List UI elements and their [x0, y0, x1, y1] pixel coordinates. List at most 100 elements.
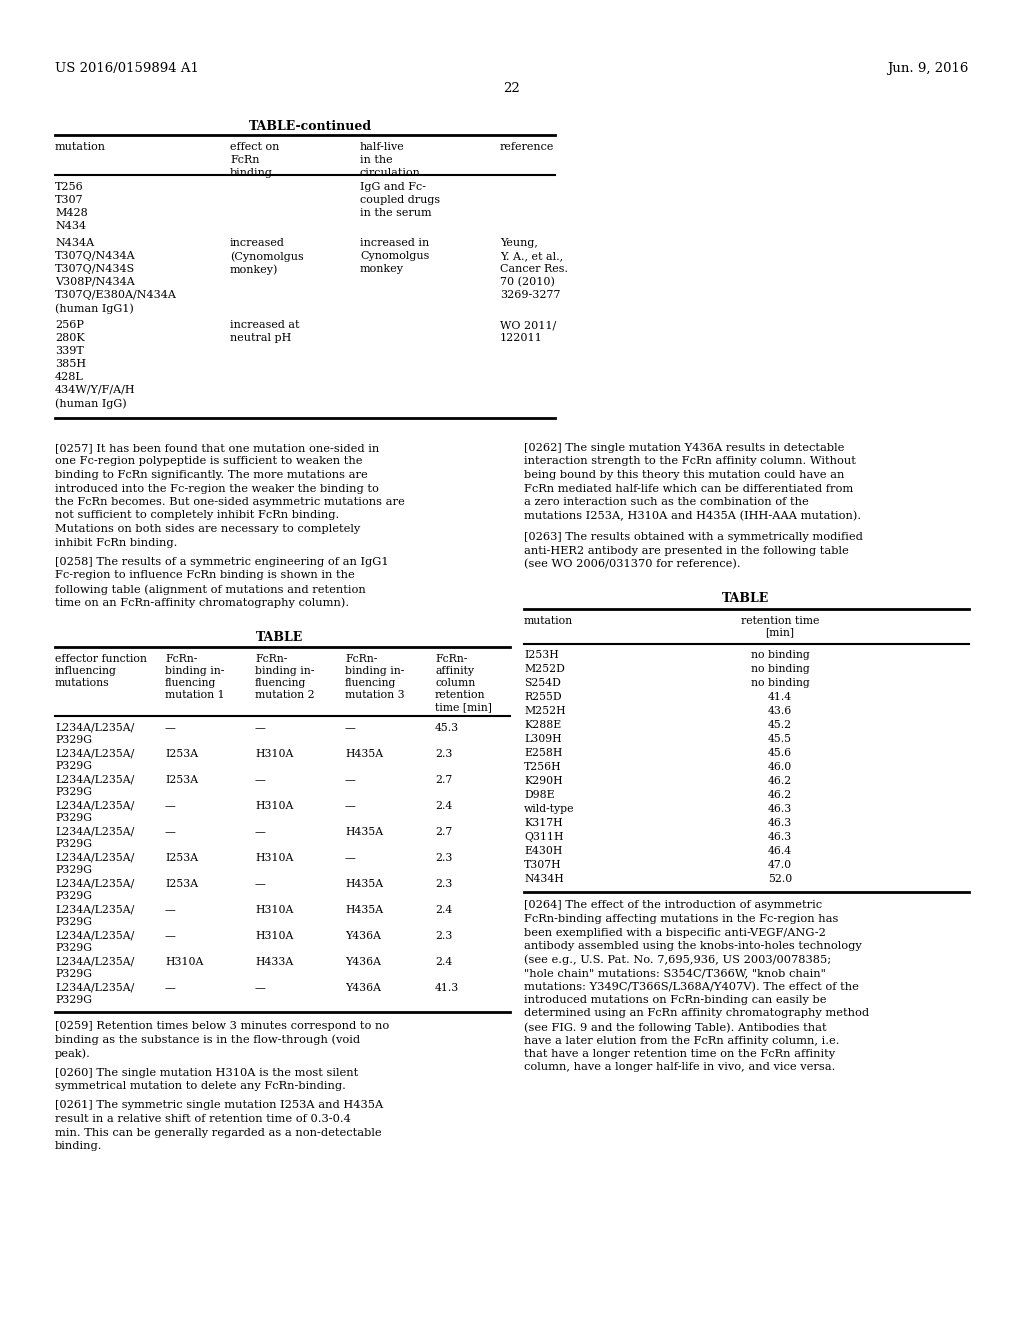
Text: time on an FcRn-affinity chromatography column).: time on an FcRn-affinity chromatography …	[55, 598, 349, 609]
Text: fluencing: fluencing	[345, 678, 396, 688]
Text: L234A/L235A/: L234A/L235A/	[55, 828, 134, 837]
Text: mutations I253A, H310A and H435A (IHH-AAA mutation).: mutations I253A, H310A and H435A (IHH-AA…	[524, 511, 861, 521]
Text: Y. A., et al.,: Y. A., et al.,	[500, 251, 563, 261]
Text: 41.3: 41.3	[435, 983, 459, 993]
Text: 2.7: 2.7	[435, 828, 453, 837]
Text: —: —	[345, 801, 356, 810]
Text: a zero interaction such as the combination of the: a zero interaction such as the combinati…	[524, 498, 809, 507]
Text: monkey: monkey	[360, 264, 404, 275]
Text: P329G: P329G	[55, 840, 92, 849]
Text: coupled drugs: coupled drugs	[360, 195, 440, 205]
Text: 22: 22	[504, 82, 520, 95]
Text: FcRn-binding affecting mutations in the Fc-region has: FcRn-binding affecting mutations in the …	[524, 913, 839, 924]
Text: Cynomolgus: Cynomolgus	[360, 251, 429, 261]
Text: —: —	[165, 828, 176, 837]
Text: 45.6: 45.6	[768, 748, 792, 759]
Text: circulation: circulation	[360, 168, 421, 178]
Text: [0262] The single mutation Y436A results in detectable: [0262] The single mutation Y436A results…	[524, 444, 845, 453]
Text: T307Q/E380A/N434A: T307Q/E380A/N434A	[55, 290, 177, 300]
Text: 2.4: 2.4	[435, 906, 453, 915]
Text: neutral pH: neutral pH	[230, 333, 292, 343]
Text: N434H: N434H	[524, 874, 564, 884]
Text: H435A: H435A	[345, 748, 383, 759]
Text: H435A: H435A	[345, 906, 383, 915]
Text: V308P/N434A: V308P/N434A	[55, 277, 135, 286]
Text: Yeung,: Yeung,	[500, 238, 538, 248]
Text: monkey): monkey)	[230, 264, 279, 275]
Text: T256: T256	[55, 182, 84, 191]
Text: 52.0: 52.0	[768, 874, 793, 884]
Text: half-live: half-live	[360, 143, 404, 152]
Text: —: —	[345, 775, 356, 785]
Text: (see e.g., U.S. Pat. No. 7,695,936, US 2003/0078385;: (see e.g., U.S. Pat. No. 7,695,936, US 2…	[524, 954, 831, 965]
Text: 46.2: 46.2	[768, 776, 793, 787]
Text: 2.4: 2.4	[435, 801, 453, 810]
Text: L234A/L235A/: L234A/L235A/	[55, 748, 134, 759]
Text: 122011: 122011	[500, 333, 543, 343]
Text: I253H: I253H	[524, 651, 559, 660]
Text: 339T: 339T	[55, 346, 84, 356]
Text: —: —	[165, 801, 176, 810]
Text: I253A: I253A	[165, 748, 198, 759]
Text: H310A: H310A	[255, 748, 293, 759]
Text: following table (alignment of mutations and retention: following table (alignment of mutations …	[55, 583, 366, 594]
Text: in the: in the	[360, 154, 392, 165]
Text: L234A/L235A/: L234A/L235A/	[55, 723, 134, 733]
Text: being bound by this theory this mutation could have an: being bound by this theory this mutation…	[524, 470, 845, 480]
Text: H310A: H310A	[255, 906, 293, 915]
Text: [0264] The effect of the introduction of asymmetric: [0264] The effect of the introduction of…	[524, 900, 822, 911]
Text: 3269-3277: 3269-3277	[500, 290, 560, 300]
Text: (human IgG): (human IgG)	[55, 399, 127, 409]
Text: [min]: [min]	[766, 627, 795, 638]
Text: —: —	[345, 723, 356, 733]
Text: H310A: H310A	[255, 801, 293, 810]
Text: binding in-: binding in-	[165, 667, 224, 676]
Text: been exemplified with a bispecific anti-VEGF/ANG-2: been exemplified with a bispecific anti-…	[524, 928, 826, 937]
Text: H310A: H310A	[255, 853, 293, 863]
Text: 46.3: 46.3	[768, 833, 793, 842]
Text: reference: reference	[500, 143, 554, 152]
Text: Jun. 9, 2016: Jun. 9, 2016	[888, 62, 969, 75]
Text: R255D: R255D	[524, 693, 561, 702]
Text: Q311H: Q311H	[524, 833, 563, 842]
Text: L234A/L235A/: L234A/L235A/	[55, 801, 134, 810]
Text: P329G: P329G	[55, 942, 92, 953]
Text: 46.2: 46.2	[768, 791, 793, 800]
Text: M252H: M252H	[524, 706, 565, 717]
Text: P329G: P329G	[55, 917, 92, 927]
Text: 2.7: 2.7	[435, 775, 453, 785]
Text: T307H: T307H	[524, 861, 561, 870]
Text: Cancer Res.: Cancer Res.	[500, 264, 568, 275]
Text: time [min]: time [min]	[435, 702, 492, 711]
Text: 45.3: 45.3	[435, 723, 459, 733]
Text: TABLE: TABLE	[256, 631, 304, 644]
Text: P329G: P329G	[55, 995, 92, 1005]
Text: P329G: P329G	[55, 969, 92, 979]
Text: effector function: effector function	[55, 653, 146, 664]
Text: T256H: T256H	[524, 763, 561, 772]
Text: retention: retention	[435, 690, 485, 700]
Text: "hole chain" mutations: S354C/T366W, "knob chain": "hole chain" mutations: S354C/T366W, "kn…	[524, 968, 826, 978]
Text: S254D: S254D	[524, 678, 561, 689]
Text: P329G: P329G	[55, 787, 92, 797]
Text: interaction strength to the FcRn affinity column. Without: interaction strength to the FcRn affinit…	[524, 457, 856, 466]
Text: 385H: 385H	[55, 359, 86, 370]
Text: T307Q/N434A: T307Q/N434A	[55, 251, 135, 261]
Text: 2.3: 2.3	[435, 931, 453, 941]
Text: T307Q/N434S: T307Q/N434S	[55, 264, 135, 275]
Text: WO 2011/: WO 2011/	[500, 319, 556, 330]
Text: 47.0: 47.0	[768, 861, 792, 870]
Text: retention time: retention time	[740, 615, 819, 626]
Text: P329G: P329G	[55, 762, 92, 771]
Text: 428L: 428L	[55, 372, 84, 381]
Text: mutation 3: mutation 3	[345, 690, 404, 700]
Text: 45.2: 45.2	[768, 721, 792, 730]
Text: binding in-: binding in-	[255, 667, 314, 676]
Text: [0259] Retention times below 3 minutes correspond to no: [0259] Retention times below 3 minutes c…	[55, 1020, 389, 1031]
Text: 256P: 256P	[55, 319, 84, 330]
Text: [0261] The symmetric single mutation I253A and H435A: [0261] The symmetric single mutation I25…	[55, 1101, 383, 1110]
Text: N434A: N434A	[55, 238, 94, 248]
Text: —: —	[345, 853, 356, 863]
Text: I253A: I253A	[165, 775, 198, 785]
Text: anti-HER2 antibody are presented in the following table: anti-HER2 antibody are presented in the …	[524, 545, 849, 556]
